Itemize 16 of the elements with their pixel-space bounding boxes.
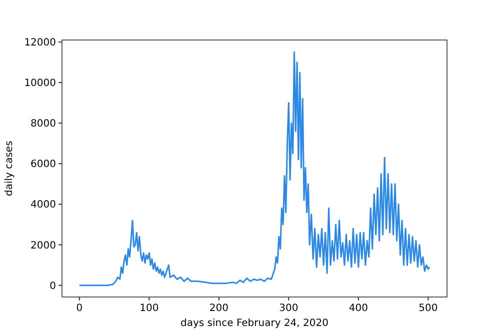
x-axis-title: days since February 24, 2020 <box>180 318 328 329</box>
line-series <box>78 51 430 286</box>
y-tick-label: 6000 <box>30 159 56 170</box>
y-tick-label: 12000 <box>24 38 56 49</box>
x-tick-label: 100 <box>140 303 159 314</box>
y-tick-label: 10000 <box>24 78 56 90</box>
y-tick-label: 0 <box>50 280 56 292</box>
x-tick-label: 200 <box>209 303 228 314</box>
y-axis-title: daily cases <box>4 140 15 196</box>
y-tick-label: 4000 <box>30 200 56 211</box>
x-tick-label: 0 <box>76 303 83 314</box>
x-tick-label: 500 <box>418 303 438 314</box>
y-tick-label: 2000 <box>30 240 56 252</box>
x-tick-label: 300 <box>279 303 298 314</box>
y-tick-label: 8000 <box>30 118 56 130</box>
x-tick-label: 400 <box>348 303 368 314</box>
